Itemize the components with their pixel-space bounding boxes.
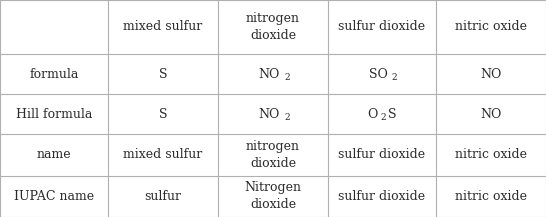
Text: SO: SO: [369, 67, 388, 81]
Text: name: name: [37, 148, 72, 161]
Text: sulfur: sulfur: [145, 190, 181, 203]
Text: 2: 2: [284, 113, 289, 122]
Text: sulfur dioxide: sulfur dioxide: [339, 190, 425, 203]
Text: O: O: [367, 107, 378, 120]
Text: nitric oxide: nitric oxide: [455, 148, 527, 161]
Text: mixed sulfur: mixed sulfur: [123, 148, 203, 161]
Text: Nitrogen
dioxide: Nitrogen dioxide: [245, 181, 301, 212]
Text: NO: NO: [259, 107, 280, 120]
Text: 2: 2: [381, 113, 386, 122]
Text: nitric oxide: nitric oxide: [455, 190, 527, 203]
Text: nitrogen
dioxide: nitrogen dioxide: [246, 140, 300, 170]
Text: S: S: [159, 107, 167, 120]
Text: sulfur dioxide: sulfur dioxide: [339, 20, 425, 33]
Text: 2: 2: [284, 73, 289, 82]
Text: nitrogen
dioxide: nitrogen dioxide: [246, 12, 300, 42]
Text: NO: NO: [480, 107, 502, 120]
Text: S: S: [159, 67, 167, 81]
Text: Hill formula: Hill formula: [16, 107, 92, 120]
Text: 2: 2: [391, 73, 397, 82]
Text: sulfur dioxide: sulfur dioxide: [339, 148, 425, 161]
Text: nitric oxide: nitric oxide: [455, 20, 527, 33]
Text: formula: formula: [29, 67, 79, 81]
Text: mixed sulfur: mixed sulfur: [123, 20, 203, 33]
Text: NO: NO: [259, 67, 280, 81]
Text: NO: NO: [480, 67, 502, 81]
Text: S: S: [388, 107, 396, 120]
Text: IUPAC name: IUPAC name: [14, 190, 94, 203]
